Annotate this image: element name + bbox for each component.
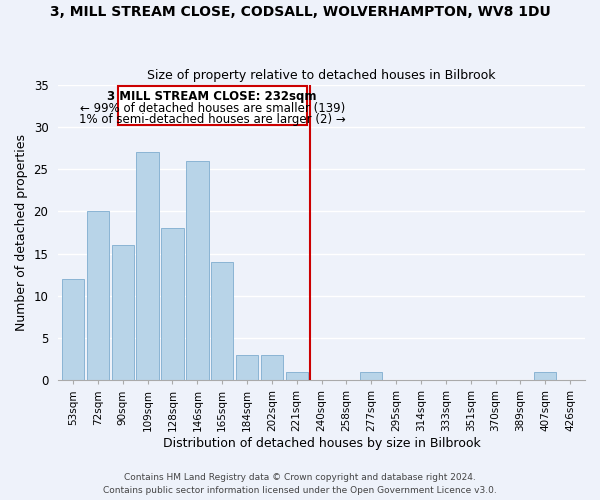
Text: Contains HM Land Registry data © Crown copyright and database right 2024.
Contai: Contains HM Land Registry data © Crown c… xyxy=(103,474,497,495)
X-axis label: Distribution of detached houses by size in Bilbrook: Distribution of detached houses by size … xyxy=(163,437,481,450)
Title: Size of property relative to detached houses in Bilbrook: Size of property relative to detached ho… xyxy=(148,69,496,82)
Bar xyxy=(87,212,109,380)
FancyBboxPatch shape xyxy=(118,86,307,125)
Bar xyxy=(534,372,556,380)
Text: ← 99% of detached houses are smaller (139): ← 99% of detached houses are smaller (13… xyxy=(80,102,345,116)
Bar xyxy=(62,279,84,380)
Bar xyxy=(136,152,159,380)
Bar xyxy=(360,372,382,380)
Bar xyxy=(236,355,258,380)
Bar xyxy=(161,228,184,380)
Bar xyxy=(186,160,209,380)
Bar xyxy=(211,262,233,380)
Text: 3, MILL STREAM CLOSE, CODSALL, WOLVERHAMPTON, WV8 1DU: 3, MILL STREAM CLOSE, CODSALL, WOLVERHAM… xyxy=(50,5,550,19)
Y-axis label: Number of detached properties: Number of detached properties xyxy=(15,134,28,331)
Bar xyxy=(260,355,283,380)
Bar xyxy=(112,245,134,380)
Bar xyxy=(286,372,308,380)
Text: 3 MILL STREAM CLOSE: 232sqm: 3 MILL STREAM CLOSE: 232sqm xyxy=(107,90,317,104)
Text: 1% of semi-detached houses are larger (2) →: 1% of semi-detached houses are larger (2… xyxy=(79,114,346,126)
